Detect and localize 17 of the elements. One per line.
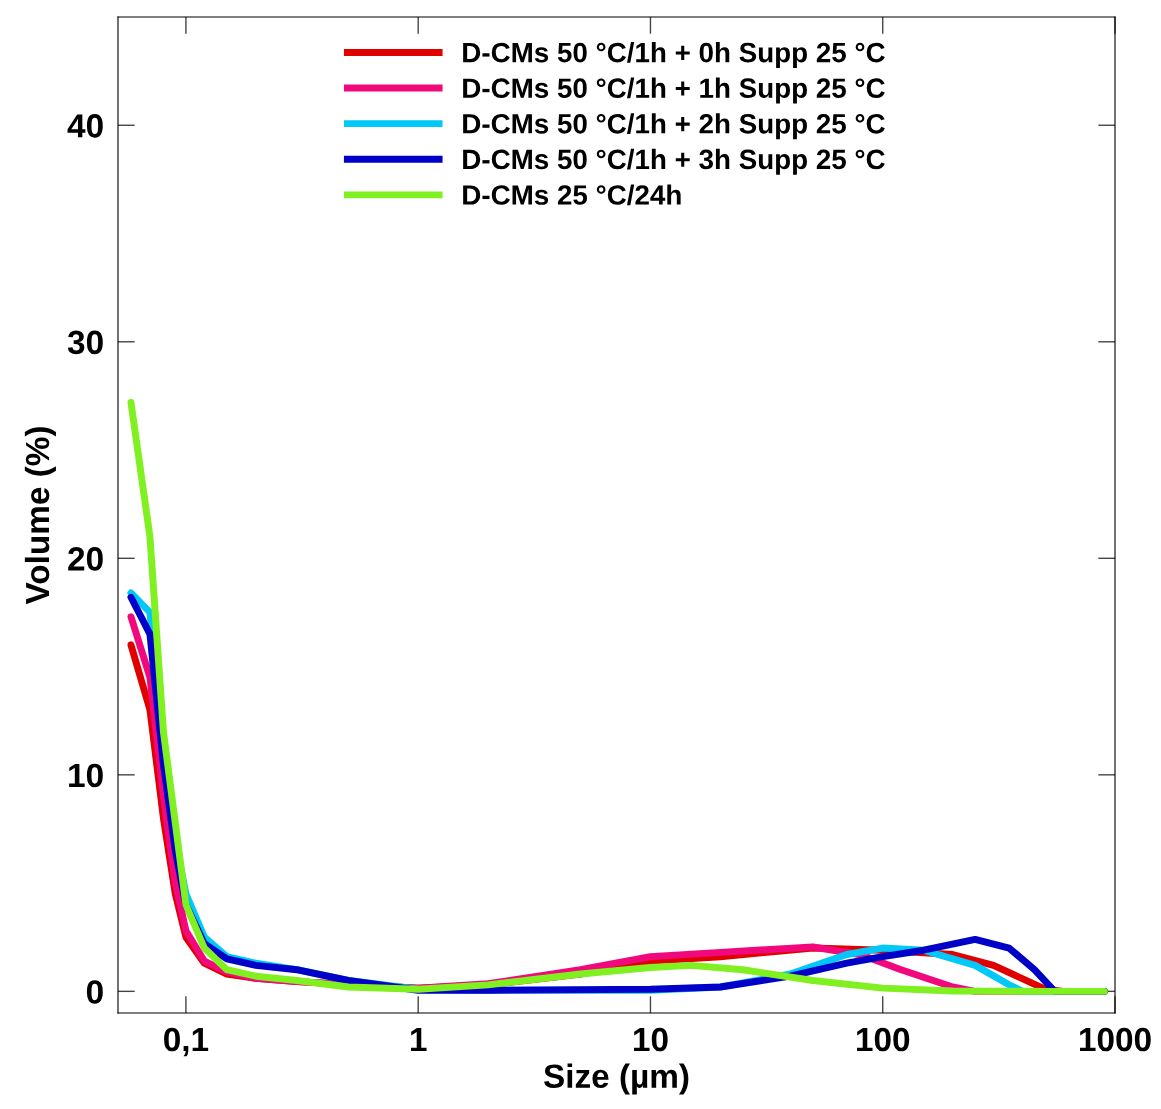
legend-label: D-CMs 50 °C/1h + 1h Supp 25 °C — [463, 77, 885, 104]
y-tick-label: 10 — [69, 763, 103, 788]
legend-label: D-CMs 25 °C/24h — [463, 184, 681, 206]
x-axis-title: Size (µm) — [543, 1063, 689, 1095]
x-tick-label: 1000 — [1080, 1027, 1151, 1052]
legend-label: D-CMs 50 °C/1h + 0h Supp 25 °C — [463, 42, 885, 68]
x-tick-label: 0,1 — [164, 1027, 209, 1057]
y-tick-label: 40 — [67, 114, 103, 138]
legend-label: D-CMs 50 °C/1h + 3h Supp 25 °C — [463, 148, 885, 175]
y-tick-label: 20 — [68, 547, 103, 571]
x-tick-label: 100 — [857, 1027, 910, 1052]
y-axis-title: Volume (%) — [24, 427, 56, 605]
y-tick-label: 0 — [86, 980, 103, 1004]
x-tick-label: 1 — [411, 1028, 427, 1052]
y-tick-label: 30 — [67, 330, 103, 355]
legend-label: D-CMs 50 °C/1h + 2h Supp 25 °C — [463, 113, 885, 140]
x-tick-label: 10 — [634, 1027, 668, 1052]
